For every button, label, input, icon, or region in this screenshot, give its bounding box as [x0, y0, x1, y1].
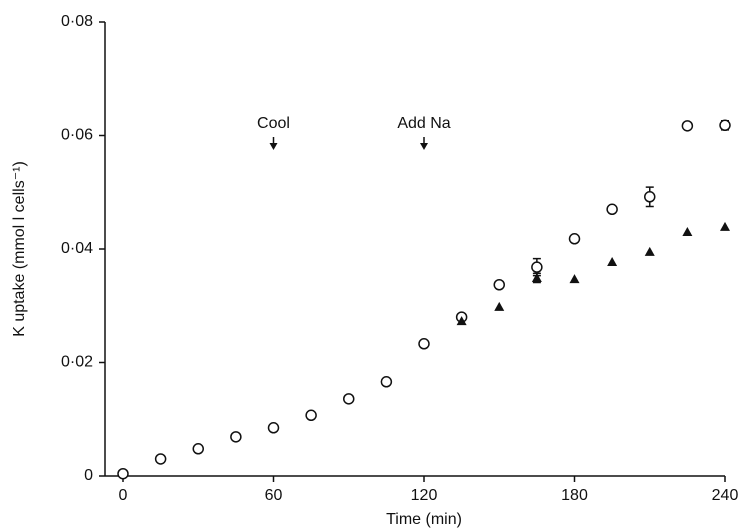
data-point — [494, 301, 505, 311]
data-point — [719, 119, 731, 132]
data-point — [531, 272, 542, 282]
y-axis-label: K uptake (mmol l cells⁻¹) — [11, 161, 28, 337]
x-axis-label: Time (min) — [386, 511, 462, 528]
y-tick-label: 0 — [84, 467, 93, 484]
data-point — [569, 274, 580, 284]
data-point — [568, 233, 581, 245]
data-point — [681, 120, 694, 132]
data-point — [117, 467, 129, 480]
annotation-arrow-head — [269, 143, 278, 150]
x-tick-label: 0 — [119, 487, 128, 504]
data-point — [343, 393, 355, 405]
data-point — [192, 443, 204, 455]
data-point — [230, 431, 242, 443]
data-point — [456, 316, 467, 326]
data-point — [607, 257, 618, 267]
x-tick-label: 120 — [411, 487, 438, 504]
data-point — [644, 191, 656, 203]
x-tick-label: 240 — [712, 487, 739, 504]
annotation: Cool — [257, 115, 290, 132]
data-point — [418, 338, 430, 350]
x-tick-label: 60 — [265, 487, 283, 504]
data-point — [493, 279, 505, 291]
data-point — [720, 221, 730, 231]
y-tick-label: 0·02 — [61, 354, 93, 371]
data-point — [531, 261, 543, 273]
annotation: Add Na — [397, 115, 450, 132]
y-tick-label: 0·06 — [61, 127, 93, 144]
y-tick-label: 0·08 — [61, 13, 93, 30]
annotation-arrow-head — [420, 143, 428, 150]
data-point — [305, 409, 317, 422]
x-tick-label: 180 — [561, 487, 588, 504]
data-point — [267, 422, 280, 434]
data-point — [380, 376, 393, 388]
data-point — [606, 203, 618, 216]
data-point — [644, 246, 655, 256]
y-tick-label: 0·04 — [61, 240, 93, 257]
data-point — [154, 453, 167, 465]
data-point — [682, 226, 693, 236]
